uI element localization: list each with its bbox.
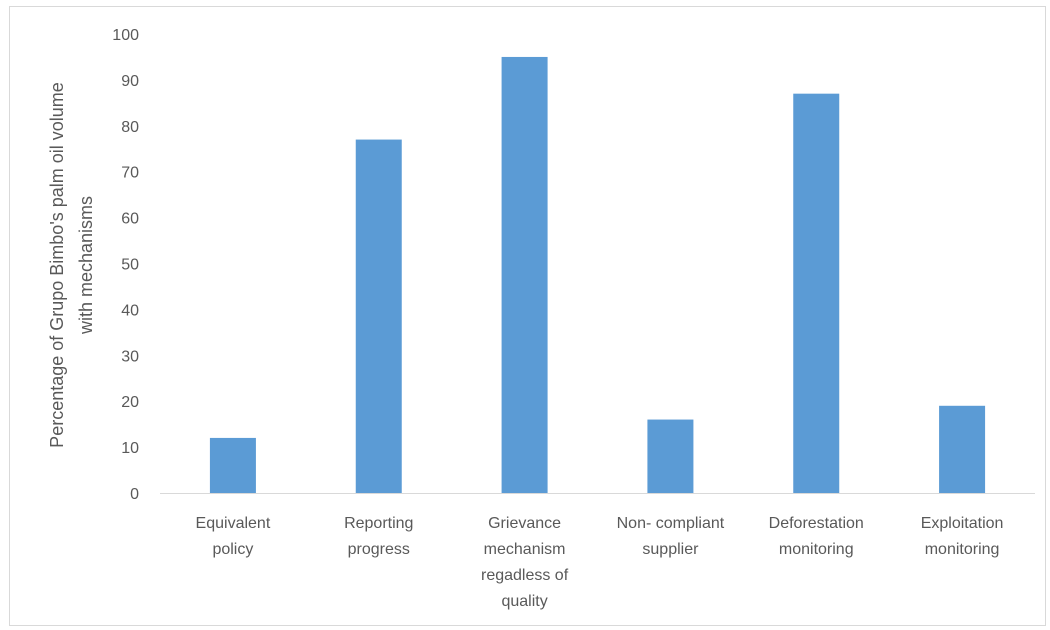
y-tick-label: 30: [121, 348, 139, 365]
y-tick-label: 70: [121, 165, 139, 182]
y-tick-label: 0: [130, 486, 139, 503]
x-category-label-line: Deforestation: [769, 515, 864, 532]
y-axis-label: Percentage of Grupo Bimbo's palm oil vol…: [47, 82, 96, 448]
x-category-label-line: Reporting: [344, 515, 413, 532]
y-tick-label: 100: [112, 27, 139, 44]
y-tick-label: 80: [121, 119, 139, 136]
y-tick-label: 60: [121, 211, 139, 228]
y-axis-ticks: 0 10 20 30 40 50 60 70 80 90 100: [112, 27, 139, 503]
x-category-label-line: Equivalent: [196, 515, 271, 532]
x-category-label-line: monitoring: [925, 541, 1000, 558]
x-category-label-line: Non- compliant: [617, 515, 725, 532]
bars: [209, 56, 986, 494]
x-category-label-line: progress: [348, 541, 410, 558]
y-tick-label: 40: [121, 302, 139, 319]
x-category-label: Grievance mechanism regadless of quality: [481, 515, 569, 610]
x-category-label-line: Exploitation: [921, 515, 1004, 532]
y-axis-label-line-1: Percentage of Grupo Bimbo's palm oil vol…: [47, 82, 67, 448]
bar: [793, 93, 840, 494]
y-tick-label: 50: [121, 257, 139, 274]
bar: [501, 56, 548, 493]
x-category-label-line: supplier: [642, 541, 699, 558]
y-tick-label: 90: [121, 73, 139, 90]
y-axis-label-line-2: with mechanisms: [76, 196, 96, 335]
bar: [209, 437, 256, 493]
x-category-label-line: policy: [212, 541, 253, 558]
x-category-label-line: monitoring: [779, 541, 854, 558]
x-category-label-line: quality: [501, 593, 547, 610]
y-tick-label: 20: [121, 394, 139, 411]
x-category-label: Non- compliant supplier: [617, 515, 725, 558]
x-category-label: Equivalent policy: [196, 515, 271, 558]
x-category-label-line: Grievance: [488, 515, 561, 532]
bar: [647, 419, 694, 493]
bar: [939, 405, 986, 493]
x-category-label: Exploitation monitoring: [921, 515, 1004, 558]
x-category-label: Deforestation monitoring: [769, 515, 864, 558]
x-axis-categories: Equivalent policy Reporting progress Grievan…: [196, 515, 1004, 610]
x-category-label: Reporting progress: [344, 515, 413, 558]
y-tick-label: 10: [121, 440, 139, 457]
bar: [355, 139, 402, 493]
x-category-label-line: mechanism: [484, 541, 566, 558]
x-category-label-line: regadless of: [481, 567, 569, 584]
